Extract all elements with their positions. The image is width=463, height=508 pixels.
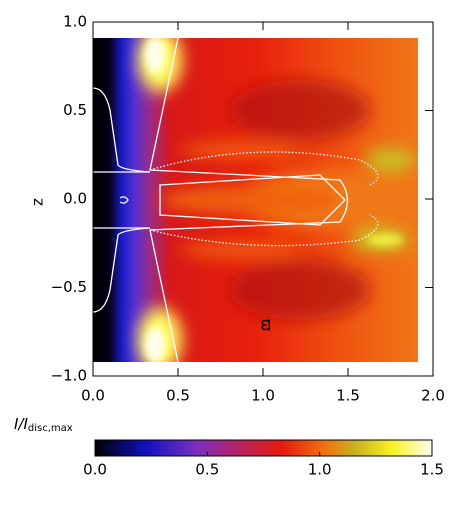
- colorbar-label-sub: disc,max: [28, 423, 73, 434]
- colorbar-label: I/Idisc,max: [14, 415, 73, 435]
- x-tick-label: 0.0: [81, 387, 105, 405]
- x-tick-label: 1.5: [336, 387, 360, 405]
- y-tick-label: −1.0: [51, 367, 87, 385]
- y-tick-label: 0.0: [63, 190, 87, 208]
- colorbar-tick-label: 1.5: [420, 461, 444, 479]
- x-tick-label: 1.0: [251, 387, 275, 405]
- colorbar: [94, 439, 433, 457]
- colorbar-tick-label: 1.0: [308, 461, 332, 479]
- colorbar-label-main: I/I: [14, 415, 28, 433]
- y-tick-label: −0.5: [51, 278, 87, 296]
- y-axis-label: z: [29, 198, 47, 206]
- y-tick-label: 0.5: [63, 101, 87, 119]
- colorbar-tick-label: 0.5: [195, 461, 219, 479]
- y-tick-label: 1.0: [63, 13, 87, 31]
- colorbar-tick-label: 0.0: [83, 461, 107, 479]
- x-tick-label: 0.5: [166, 387, 190, 405]
- x-axis-label: ϖ: [258, 319, 276, 332]
- x-tick-label: 2.0: [421, 387, 445, 405]
- heatmap: [93, 38, 418, 362]
